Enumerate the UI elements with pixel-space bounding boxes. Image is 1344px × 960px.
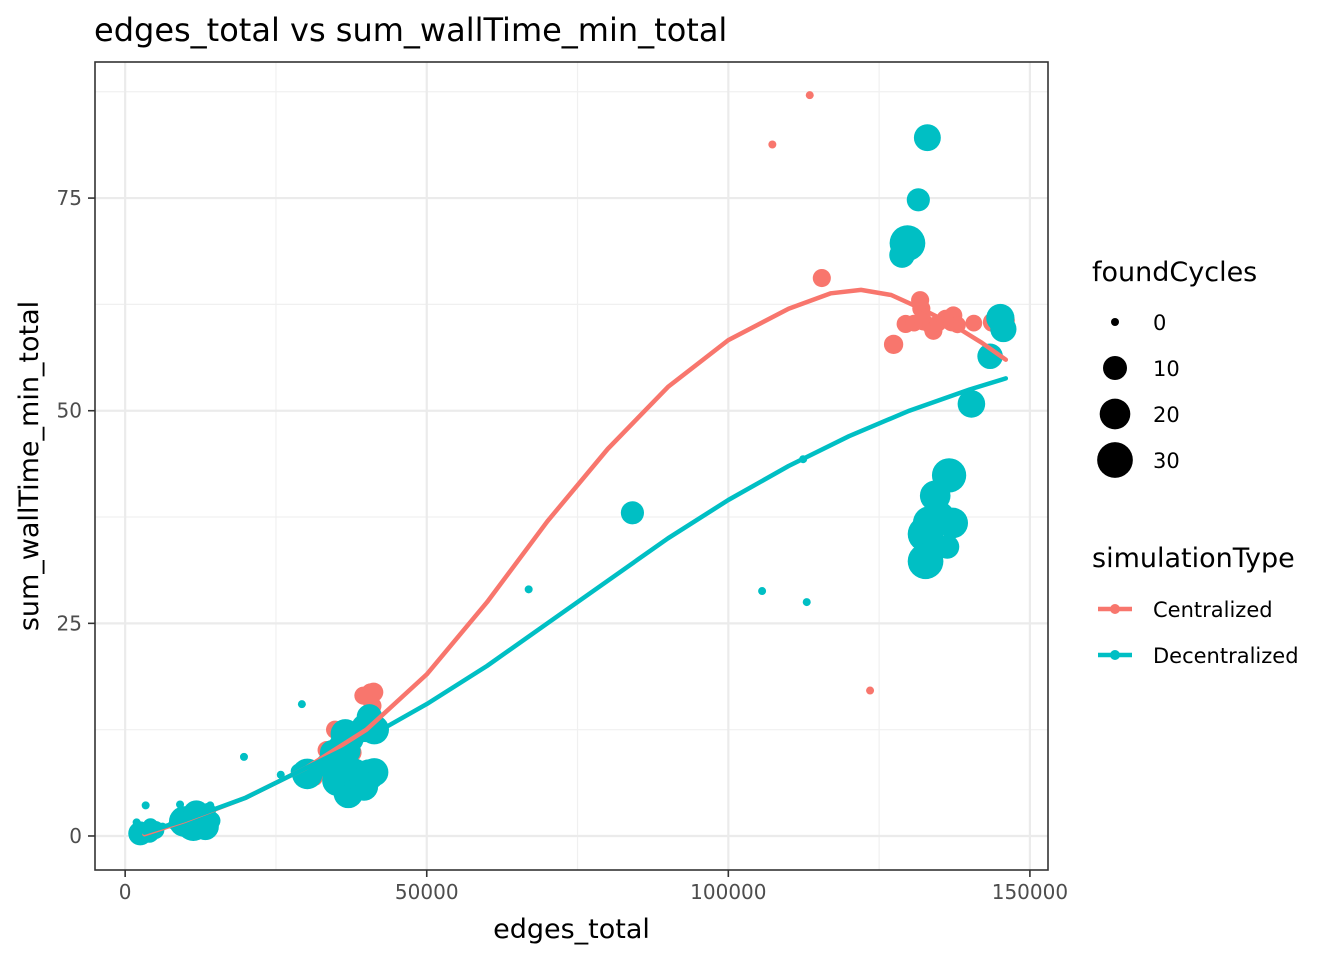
x-tick-label: 150000 xyxy=(992,880,1068,904)
data-point xyxy=(866,686,875,695)
x-axis-label: edges_total xyxy=(493,914,650,945)
data-point xyxy=(206,801,215,810)
data-point xyxy=(239,752,248,761)
size-legend-key xyxy=(1097,442,1133,478)
panel-border xyxy=(94,61,1049,871)
color-legend-key xyxy=(1110,604,1120,614)
y-tick-label: 75 xyxy=(57,186,82,210)
size-legend-key xyxy=(1103,356,1127,380)
series-centralized xyxy=(142,91,1015,838)
data-point xyxy=(965,314,983,332)
y-tick-label: 50 xyxy=(57,399,82,423)
data-point xyxy=(132,818,141,827)
data-point xyxy=(360,758,389,787)
color-legend: simulationType Centralized Decentralized xyxy=(1092,543,1299,668)
data-point xyxy=(907,516,944,552)
size-legend: foundCycles 0 10 20 30 xyxy=(1092,257,1257,478)
grid xyxy=(95,62,1048,870)
color-legend-key xyxy=(1110,650,1120,660)
series-decentralized xyxy=(128,124,1017,846)
data-point xyxy=(889,242,915,268)
y-tick-label: 25 xyxy=(57,611,82,635)
data-point xyxy=(768,140,777,149)
size-legend-label: 0 xyxy=(1153,311,1166,335)
data-point xyxy=(907,543,944,580)
data-point xyxy=(141,801,150,810)
x-tick-label: 0 xyxy=(119,880,132,904)
data-point xyxy=(957,390,986,418)
color-legend-title: simulationType xyxy=(1092,543,1295,574)
data-point xyxy=(276,770,285,779)
axis-ticks: 0 50000 100000 150000 0 25 50 75 xyxy=(57,186,1069,904)
data-point xyxy=(176,800,185,809)
data-point xyxy=(802,598,811,607)
size-legend-key xyxy=(1099,398,1131,430)
y-axis-label: sum_wallTime_min_total xyxy=(14,301,45,631)
size-legend-key xyxy=(1111,318,1119,326)
data-point xyxy=(935,534,960,559)
smooth-lines xyxy=(142,287,1009,837)
data-point xyxy=(758,587,767,596)
x-tick-label: 50000 xyxy=(395,880,459,904)
data-point xyxy=(297,700,306,709)
data-point xyxy=(292,758,323,790)
size-legend-label: 20 xyxy=(1153,403,1180,427)
size-legend-label: 30 xyxy=(1153,449,1180,473)
data-point xyxy=(524,585,533,594)
color-legend-label: Centralized xyxy=(1153,598,1273,622)
data-point xyxy=(812,268,831,288)
data-point xyxy=(805,91,814,100)
data-point xyxy=(883,334,904,355)
chart-title: edges_total vs sum_wallTime_min_total xyxy=(94,11,727,49)
data-point xyxy=(130,827,147,843)
data-point xyxy=(620,501,645,525)
x-tick-label: 100000 xyxy=(690,880,766,904)
size-legend-title: foundCycles xyxy=(1092,257,1257,288)
data-point xyxy=(937,507,969,539)
color-legend-label: Decentralized xyxy=(1153,644,1299,668)
data-point xyxy=(913,124,941,152)
data-points xyxy=(128,91,1017,846)
data-point xyxy=(990,315,1017,343)
smooth-line-centralized xyxy=(142,287,1009,837)
y-tick-label: 0 xyxy=(69,824,82,848)
size-legend-label: 10 xyxy=(1153,357,1180,381)
data-point xyxy=(977,343,1003,370)
data-point xyxy=(906,188,930,212)
smooth-line-decentralized xyxy=(142,376,1009,835)
